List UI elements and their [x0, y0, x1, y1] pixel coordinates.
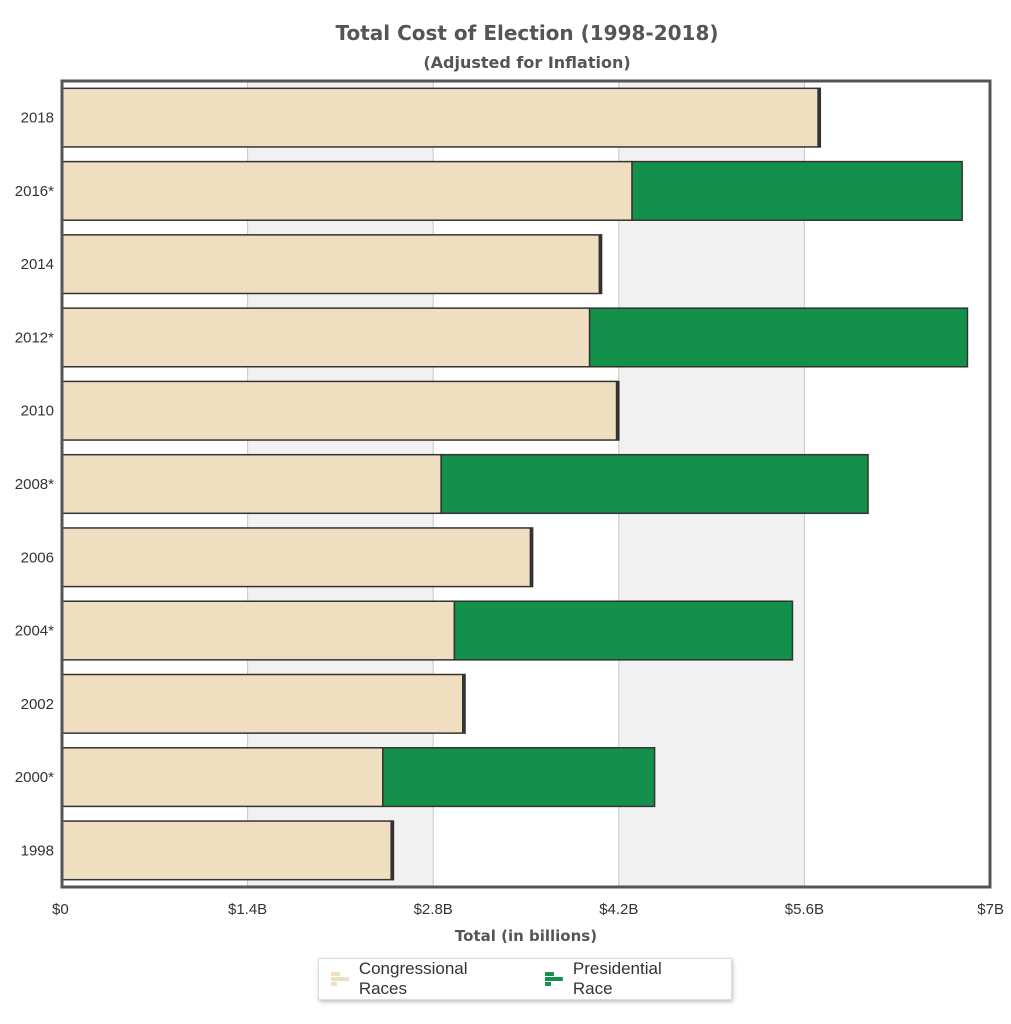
plot-frame [60, 79, 992, 889]
bar-congressional[interactable] [61, 673, 466, 734]
bar-presidential[interactable] [588, 307, 969, 368]
y-tick-label: 2014 [21, 256, 54, 273]
bar-congressional[interactable] [61, 160, 633, 221]
chart-title: Total Cost of Election (1998-2018) [335, 21, 718, 45]
bar-congressional[interactable] [61, 600, 456, 661]
bar-end-cap [462, 674, 466, 734]
bar-congressional[interactable] [61, 453, 442, 515]
bar-presidential[interactable] [440, 453, 869, 515]
bar-chart-icon [545, 972, 563, 986]
bar-congressional[interactable] [61, 820, 395, 881]
legend: Congressional Races Presidential Race [318, 958, 732, 1000]
x-axis-title: Total (in billions) [455, 927, 597, 945]
legend-item-congressional[interactable]: Congressional Races [331, 959, 519, 999]
x-tick-label: $5.6B [785, 901, 824, 918]
bar-presidential[interactable] [382, 747, 656, 808]
bar-end-cap [390, 821, 394, 880]
y-tick-label: 2012* [15, 329, 54, 346]
y-tick-label: 2006 [21, 549, 54, 566]
legend-label-congressional: Congressional Races [358, 959, 468, 998]
bar-end-cap [529, 527, 533, 587]
bar-end-cap [817, 88, 821, 147]
y-tick-label: 2018 [21, 110, 54, 127]
x-tick-label: $0 [52, 901, 69, 918]
y-tick-label: 2004* [15, 623, 54, 640]
bar-congressional[interactable] [61, 87, 822, 148]
y-tick-label: 2010 [21, 403, 54, 420]
bar-congressional[interactable] [61, 747, 384, 808]
y-tick-label: 2008* [15, 476, 54, 493]
bar-congressional[interactable] [61, 380, 620, 441]
y-tick-label: 1998 [21, 842, 54, 859]
bars-layer [61, 87, 969, 881]
x-axis-labels: $0 $1.4B $2.8B $4.2B $5.6B $7B [52, 901, 1004, 918]
legend-label-presidential: Presidential Race [572, 959, 662, 998]
y-tick-label: 2000* [15, 769, 54, 786]
bar-congressional[interactable] [61, 527, 534, 588]
bar-end-cap [598, 234, 602, 294]
chart-subtitle: (Adjusted for Inflation) [423, 53, 630, 72]
x-tick-label: $1.4B [228, 901, 267, 918]
bar-presidential[interactable] [453, 600, 794, 661]
bar-end-cap [615, 381, 619, 441]
y-tick-label: 2016* [15, 183, 54, 200]
x-tick-label: $2.8B [414, 901, 453, 918]
legend-item-presidential[interactable]: Presidential Race [545, 959, 705, 999]
x-tick-label: $4.2B [599, 901, 638, 918]
bar-congressional[interactable] [61, 234, 603, 295]
bar-presidential[interactable] [631, 160, 963, 221]
x-tick-label: $7B [977, 901, 1004, 918]
bar-chart-icon [331, 972, 349, 986]
bar-congressional[interactable] [61, 307, 591, 368]
y-axis-labels: 2018 2016* 2014 2012* 2010 2008* 2006 2004* 2002… [15, 110, 54, 860]
y-tick-label: 2002 [21, 696, 54, 713]
